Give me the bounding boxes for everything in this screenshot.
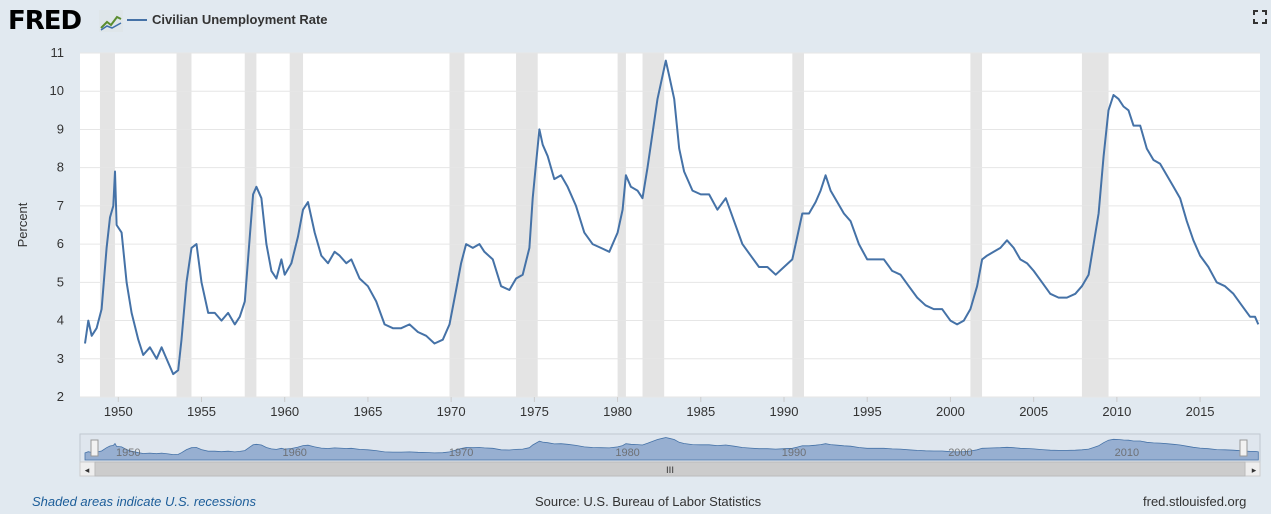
x-tick-label: 2010 (1102, 404, 1131, 419)
y-tick-label: 2 (57, 389, 64, 404)
x-tick-label: 1950 (104, 404, 133, 419)
navigator-tick-label: 2000 (948, 447, 972, 459)
fullscreen-icon[interactable] (1253, 10, 1267, 24)
navigator-tick-label: 1980 (615, 447, 639, 459)
legend-series-swatch (127, 19, 147, 21)
x-tick-label: 1980 (603, 404, 632, 419)
x-tick-label: 1965 (353, 404, 382, 419)
recession-shading (99, 53, 1109, 397)
navigator-handle-left[interactable] (90, 439, 99, 457)
x-tick-label: 1990 (770, 404, 799, 419)
site-link[interactable]: fred.stlouisfed.org (1143, 494, 1247, 509)
x-tick-label: 1955 (187, 404, 216, 419)
y-tick-label: 9 (57, 121, 64, 136)
navigator-tick-label: 2010 (1115, 447, 1139, 459)
recession-band (289, 53, 304, 397)
source-note: Source: U.S. Bureau of Labor Statistics (535, 494, 762, 509)
legend-series-label[interactable]: Civilian Unemployment Rate (152, 12, 328, 27)
navigator-area (84, 437, 1259, 461)
y-tick-label: 3 (57, 351, 64, 366)
recession-band (99, 53, 115, 397)
x-tick-label: 2000 (936, 404, 965, 419)
plot-background (80, 53, 1260, 397)
x-tick-label: 1995 (853, 404, 882, 419)
range-navigator[interactable]: 1950 1960 1970 1980 1990 2000 2010 ◂ ▸ III (79, 433, 1261, 477)
x-tick-label: 2015 (1186, 404, 1215, 419)
series-line-unemployment-rate (84, 59, 1260, 376)
y-tick-label: 4 (57, 313, 64, 328)
recession-band (449, 53, 465, 397)
recession-band (1081, 53, 1109, 397)
recession-band (792, 53, 804, 397)
y-tick-label: 10 (50, 83, 64, 98)
scrollbar-thumb[interactable] (94, 461, 1246, 477)
y-tick-label: 7 (57, 198, 64, 213)
navigator-handle-right[interactable] (1239, 439, 1248, 457)
navigator-tick-label: 1990 (782, 447, 806, 459)
fred-logo[interactable]: FRED (8, 6, 82, 36)
recession-note[interactable]: Shaded areas indicate U.S. recessions (32, 494, 257, 509)
y-tick-label: 6 (57, 236, 64, 251)
y-tick-label: 5 (57, 274, 64, 289)
navigator-tick-label: 1970 (449, 447, 473, 459)
recession-band (617, 53, 626, 397)
scroll-left-arrow[interactable]: ◂ (85, 466, 90, 476)
recession-band (516, 53, 538, 397)
chart-area: 2 3 4 5 6 7 8 9 10 11 1950 1955 1960 1965 1970 1975 198… (15, 45, 1261, 477)
x-tick-label: 1985 (686, 404, 715, 419)
recession-band (642, 53, 665, 397)
x-tick-label: 1970 (437, 404, 466, 419)
y-tick-label: 8 (57, 160, 64, 175)
fred-graph-icon (99, 10, 123, 32)
chart-header: FRED Civilian Unemployment Rate (0, 0, 1271, 40)
y-axis-label: Percent (15, 202, 30, 247)
scroll-right-arrow[interactable]: ▸ (1252, 466, 1257, 476)
series-lines (84, 59, 1260, 376)
navigator-tick-label: 1950 (116, 447, 140, 459)
recession-band (176, 53, 192, 397)
navigator-tick-labels: 1950 1960 1970 1980 1990 2000 2010 (116, 447, 1139, 459)
recession-band (970, 53, 983, 397)
x-tick-label: 2005 (1019, 404, 1048, 419)
y-axis-tick-labels: 2 3 4 5 6 7 8 9 10 11 (50, 45, 64, 404)
x-axis-tick-labels: 1950 1955 1960 1965 1970 1975 1980 1985 1990 1995… (104, 397, 1215, 419)
x-tick-label: 1960 (270, 404, 299, 419)
y-tick-label: 11 (51, 45, 65, 60)
navigator-tick-label: 1960 (282, 447, 306, 459)
scrollbar-grip[interactable]: III (666, 466, 674, 476)
grid-lines (80, 52, 1260, 398)
x-tick-label: 1975 (520, 404, 549, 419)
